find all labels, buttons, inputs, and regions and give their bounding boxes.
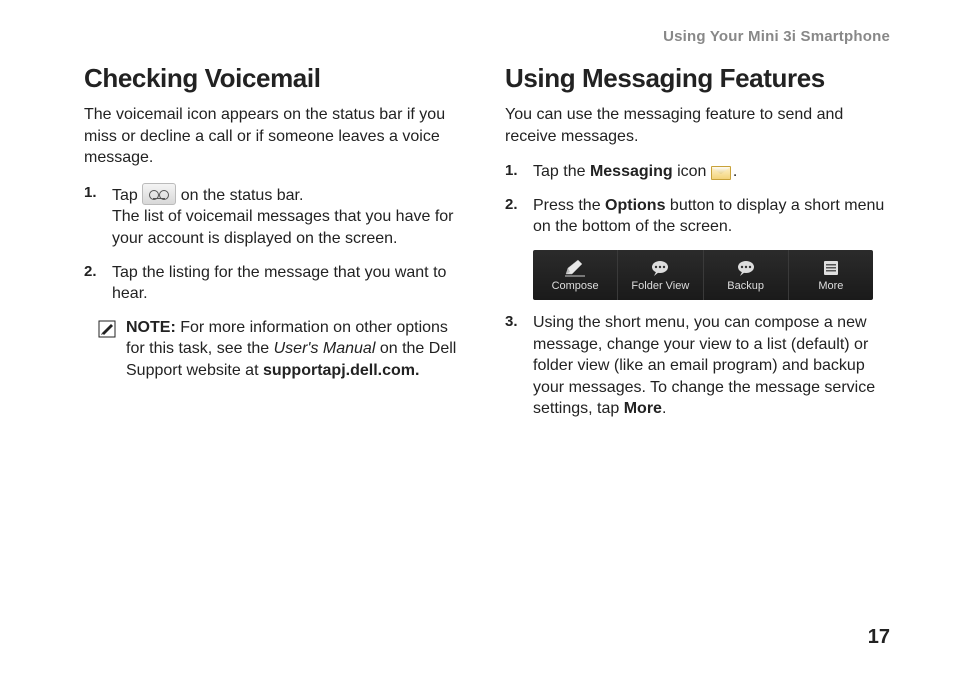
messaging-step-2: Press the Options button to display a sh… [505, 195, 890, 238]
two-column-layout: Checking Voicemail The voicemail icon ap… [84, 63, 890, 432]
manual-page: Using Your Mini 3i Smartphone Checking V… [0, 0, 954, 677]
voicemail-step-2: Tap the listing for the message that you… [84, 262, 469, 305]
voicemail-intro: The voicemail icon appears on the status… [84, 104, 469, 169]
menu-label: Backup [727, 280, 764, 292]
heading-messaging-features: Using Messaging Features [505, 63, 890, 94]
step-text: on the status bar. [176, 187, 303, 204]
note-label: NOTE: [126, 319, 176, 336]
bold-text: Options [605, 197, 665, 214]
messaging-intro: You can use the messaging feature to sen… [505, 104, 890, 147]
messaging-steps: Tap the Messaging icon . Press the Optio… [505, 161, 890, 238]
step-text: The list of voicemail messages that you … [112, 208, 454, 247]
messaging-icon [711, 164, 733, 180]
step-text: . [733, 163, 737, 180]
step-text: icon [673, 163, 711, 180]
step-text: . [662, 400, 666, 417]
voicemail-icon [142, 183, 176, 205]
note-icon [98, 320, 116, 338]
menu-item-compose[interactable]: Compose [533, 250, 618, 300]
compose-icon [564, 258, 586, 278]
bold-text: Messaging [590, 163, 673, 180]
section-header: Using Your Mini 3i Smartphone [84, 28, 890, 45]
folder-view-icon [649, 258, 671, 278]
voicemail-step-1: Tap on the status bar. The list of voice… [84, 183, 469, 250]
messaging-step-3: Using the short menu, you can compose a … [505, 312, 890, 420]
messaging-steps-cont: Using the short menu, you can compose a … [505, 312, 890, 420]
menu-label: Compose [552, 280, 599, 292]
step-text: Tap [112, 187, 142, 204]
step-text: Tap the listing for the message that you… [112, 264, 446, 303]
page-number: 17 [868, 626, 890, 649]
step-text: Using the short menu, you can compose a … [533, 314, 875, 417]
note-block: NOTE: For more information on other opti… [84, 317, 469, 382]
bold-text: More [624, 400, 662, 417]
step-text: Press the [533, 197, 605, 214]
step-text: Tap the [533, 163, 590, 180]
note-italic: User's Manual [274, 340, 376, 357]
note-text: NOTE: For more information on other opti… [126, 317, 469, 382]
note-url: supportapj.dell.com. [263, 362, 419, 379]
messaging-step-1: Tap the Messaging icon . [505, 161, 890, 183]
more-icon [820, 258, 842, 278]
menu-item-folder-view[interactable]: Folder View [618, 250, 703, 300]
backup-icon [735, 258, 757, 278]
left-column: Checking Voicemail The voicemail icon ap… [84, 63, 469, 432]
menu-item-more[interactable]: More [789, 250, 873, 300]
right-column: Using Messaging Features You can use the… [505, 63, 890, 432]
voicemail-steps: Tap on the status bar. The list of voice… [84, 183, 469, 305]
menu-label: Folder View [631, 280, 689, 292]
menu-label: More [818, 280, 843, 292]
menu-item-backup[interactable]: Backup [704, 250, 789, 300]
options-menu-bar: Compose Folder View [533, 250, 873, 300]
heading-checking-voicemail: Checking Voicemail [84, 63, 469, 94]
